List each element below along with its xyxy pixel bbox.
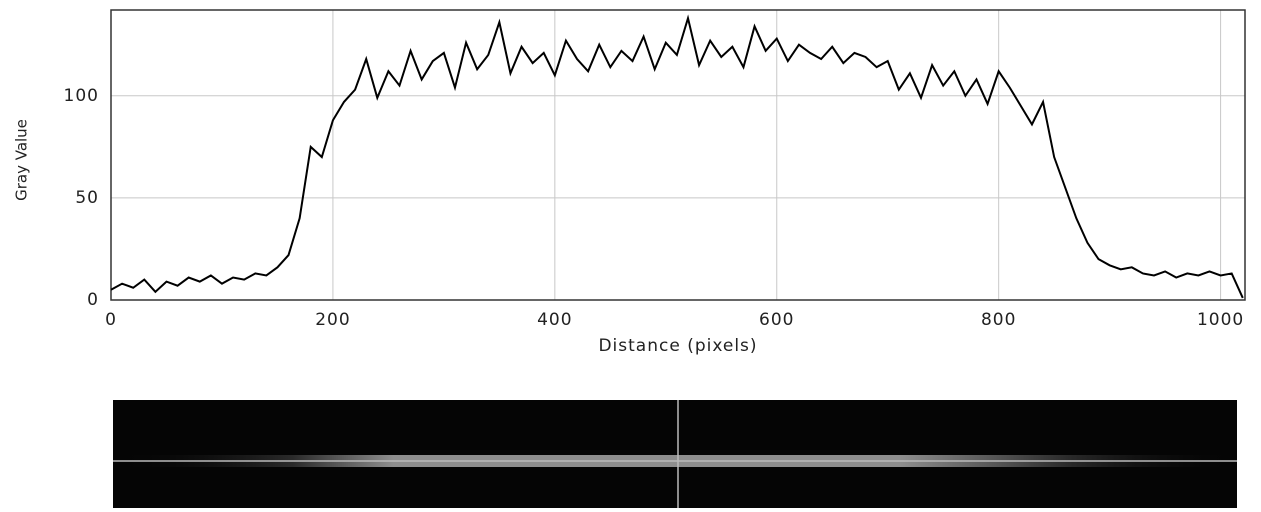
- y-tick-label: 100: [64, 86, 99, 106]
- page: 05010002004006008001000 Distance (pixels…: [0, 0, 1261, 508]
- x-tick-label: 200: [315, 310, 350, 330]
- x-tick-label: 800: [981, 310, 1016, 330]
- x-axis-label: Distance (pixels): [598, 336, 757, 356]
- x-tick-label: 400: [537, 310, 572, 330]
- y-tick-label: 0: [87, 290, 99, 310]
- y-tick-label: 50: [75, 188, 99, 208]
- y-axis-label: Gray Value: [13, 119, 31, 201]
- x-tick-label: 1000: [1197, 310, 1244, 330]
- image-preview: [113, 400, 1237, 508]
- profile-line: [111, 18, 1243, 298]
- image-background: [113, 400, 1237, 508]
- x-tick-label: 0: [105, 310, 117, 330]
- x-tick-label: 600: [759, 310, 794, 330]
